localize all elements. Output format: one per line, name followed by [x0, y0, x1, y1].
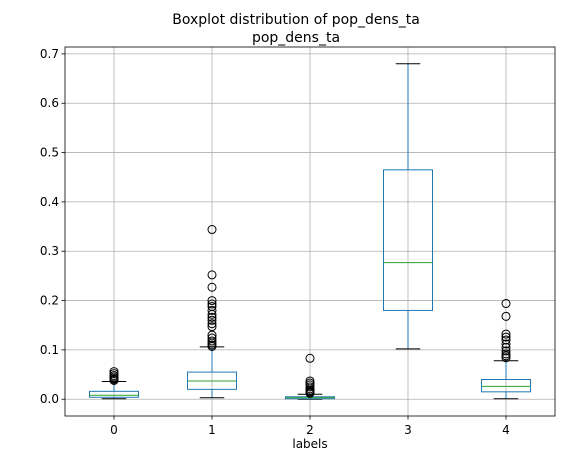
y-tick-label: 0.4	[40, 195, 59, 209]
y-axis: 0.0 0.1 0.2 0.3 0.4 0.5 0.6 0.7	[40, 47, 65, 406]
y-tick-label: 0.7	[40, 47, 59, 61]
y-tick-label: 0.5	[40, 146, 59, 160]
x-tick-label: 2	[306, 423, 314, 437]
y-tick-label: 0.1	[40, 343, 59, 357]
y-tick-label: 0.2	[40, 294, 59, 308]
x-axis-label: labels	[292, 437, 327, 451]
grid	[65, 47, 555, 416]
chart-suptitle: Boxplot distribution of pop_dens_ta	[172, 12, 420, 28]
x-tick-label: 3	[404, 423, 412, 437]
x-tick-label: 0	[110, 423, 118, 437]
y-tick-label: 0.6	[40, 96, 59, 110]
x-tick-label: 1	[208, 423, 216, 437]
chart-title: pop_dens_ta	[252, 30, 340, 46]
y-tick-label: 0.0	[40, 392, 59, 406]
x-axis: 0 1 2 3 4	[110, 416, 510, 437]
x-tick-label: 4	[502, 423, 510, 437]
y-tick-label: 0.3	[40, 244, 59, 258]
